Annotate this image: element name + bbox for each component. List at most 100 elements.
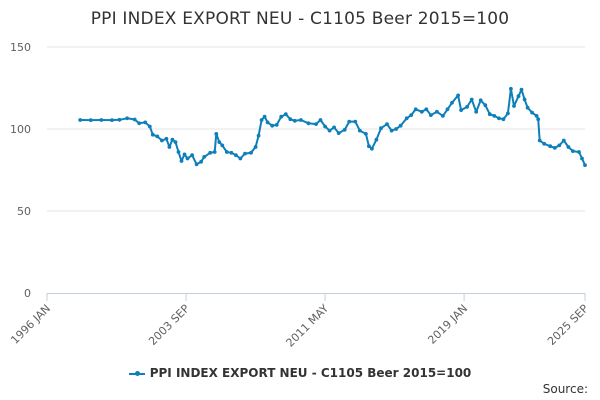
data-point[interactable] xyxy=(487,112,492,117)
data-point[interactable] xyxy=(327,128,332,133)
legend-label[interactable]: PPI INDEX EXPORT NEU - C1105 Beer 2015=1… xyxy=(149,366,472,380)
data-point[interactable] xyxy=(259,118,264,122)
data-point[interactable] xyxy=(465,105,469,109)
data-point[interactable] xyxy=(318,118,323,122)
data-point[interactable] xyxy=(424,107,429,112)
data-point[interactable] xyxy=(279,114,284,119)
data-point[interactable] xyxy=(525,105,530,110)
data-point[interactable] xyxy=(474,109,479,114)
data-point[interactable] xyxy=(194,162,199,167)
data-point[interactable] xyxy=(306,121,311,126)
data-point[interactable] xyxy=(530,110,534,115)
data-point[interactable] xyxy=(537,138,542,143)
data-point[interactable] xyxy=(516,94,521,99)
data-point[interactable] xyxy=(542,141,547,146)
data-point[interactable] xyxy=(413,107,418,112)
data-point[interactable] xyxy=(497,116,501,121)
data-point[interactable] xyxy=(224,150,229,154)
data-point[interactable] xyxy=(274,123,279,127)
data-point[interactable] xyxy=(385,122,389,126)
data-point[interactable] xyxy=(190,153,195,158)
data-point[interactable] xyxy=(342,127,347,132)
data-point[interactable] xyxy=(347,119,352,124)
data-point[interactable] xyxy=(445,107,450,112)
data-point[interactable] xyxy=(374,137,379,142)
data-point[interactable] xyxy=(557,143,562,148)
data-point[interactable] xyxy=(292,118,297,123)
data-point[interactable] xyxy=(143,120,148,125)
data-point[interactable] xyxy=(379,126,383,131)
data-point[interactable] xyxy=(398,123,403,128)
data-point[interactable] xyxy=(202,155,207,159)
data-point[interactable] xyxy=(229,150,234,155)
data-point[interactable] xyxy=(167,145,172,149)
data-point[interactable] xyxy=(170,137,175,142)
data-point[interactable] xyxy=(441,114,445,118)
data-point[interactable] xyxy=(566,145,571,149)
data-point[interactable] xyxy=(501,117,506,122)
data-point[interactable] xyxy=(367,144,371,149)
data-point[interactable] xyxy=(478,98,483,103)
data-point[interactable] xyxy=(314,122,318,126)
credits-text[interactable]: Source: xyxy=(542,382,588,396)
data-point[interactable] xyxy=(429,113,433,117)
data-point[interactable] xyxy=(179,159,184,163)
data-point[interactable] xyxy=(256,133,261,138)
data-point[interactable] xyxy=(147,124,152,129)
data-point[interactable] xyxy=(212,150,217,154)
series-group[interactable] xyxy=(78,86,587,168)
data-point[interactable] xyxy=(199,159,204,164)
data-point[interactable] xyxy=(552,146,557,150)
data-point[interactable] xyxy=(404,116,409,121)
data-point[interactable] xyxy=(217,140,222,145)
data-point[interactable] xyxy=(389,128,394,133)
data-point[interactable] xyxy=(253,145,258,149)
data-point[interactable] xyxy=(150,132,155,137)
data-point[interactable] xyxy=(173,140,178,145)
data-point[interactable] xyxy=(571,149,575,154)
data-point[interactable] xyxy=(370,146,374,151)
data-point[interactable] xyxy=(234,153,238,158)
data-point[interactable] xyxy=(249,150,253,155)
data-point[interactable] xyxy=(117,117,122,122)
data-point[interactable] xyxy=(419,109,424,114)
data-point[interactable] xyxy=(353,119,358,124)
data-point[interactable] xyxy=(155,134,160,139)
data-point[interactable] xyxy=(243,151,247,156)
data-point[interactable] xyxy=(125,116,129,121)
data-point[interactable] xyxy=(583,163,587,168)
data-point[interactable] xyxy=(561,138,566,143)
data-point[interactable] xyxy=(283,112,288,117)
data-point[interactable] xyxy=(288,117,293,122)
data-point[interactable] xyxy=(160,138,164,143)
data-point[interactable] xyxy=(506,111,510,116)
data-point[interactable] xyxy=(185,156,190,161)
data-point[interactable] xyxy=(265,120,270,125)
data-point[interactable] xyxy=(332,125,336,130)
data-point[interactable] xyxy=(512,104,516,108)
data-point[interactable] xyxy=(409,113,414,117)
data-point[interactable] xyxy=(220,143,225,148)
data-point[interactable] xyxy=(336,131,341,136)
data-point[interactable] xyxy=(519,87,524,92)
data-point[interactable] xyxy=(509,86,513,91)
legend[interactable]: PPI INDEX EXPORT NEU - C1105 Beer 2015=1… xyxy=(0,366,600,380)
data-point[interactable] xyxy=(238,156,243,161)
data-point[interactable] xyxy=(176,150,181,154)
data-point[interactable] xyxy=(450,100,454,105)
data-point[interactable] xyxy=(492,114,497,118)
data-point[interactable] xyxy=(357,128,362,133)
data-point[interactable] xyxy=(132,117,137,122)
data-point[interactable] xyxy=(536,117,541,122)
data-point[interactable] xyxy=(483,103,488,108)
data-point[interactable] xyxy=(78,118,83,122)
data-point[interactable] xyxy=(110,118,114,122)
data-point[interactable] xyxy=(262,114,267,119)
data-point[interactable] xyxy=(459,108,463,112)
data-point[interactable] xyxy=(435,109,439,114)
data-point[interactable] xyxy=(580,156,584,161)
data-point[interactable] xyxy=(270,123,275,128)
data-point[interactable] xyxy=(182,152,187,157)
data-point[interactable] xyxy=(214,132,219,136)
data-point[interactable] xyxy=(456,93,460,98)
